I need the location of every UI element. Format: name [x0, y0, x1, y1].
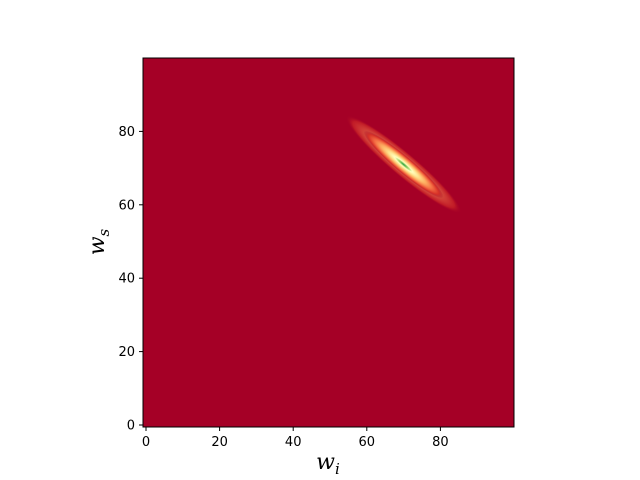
y-tick-label: 0: [127, 419, 135, 434]
y-tick-label: 60: [118, 198, 135, 213]
y-axis-label-base: w: [85, 236, 110, 255]
x-axis-ticks: 0 20 40 60 80: [142, 427, 449, 450]
x-tick-label: 60: [359, 435, 376, 450]
x-axis-label-base: w: [316, 450, 335, 475]
x-axis-label-subscript: i: [335, 460, 340, 478]
x-axis-label: wi: [316, 450, 340, 478]
y-axis-label-subscript: s: [95, 228, 113, 236]
x-tick-label: 80: [432, 435, 449, 450]
y-tick-label: 40: [118, 272, 135, 287]
x-tick-label: 0: [142, 435, 150, 450]
y-tick-label: 80: [118, 125, 135, 140]
x-tick-label: 20: [211, 435, 228, 450]
y-axis-ticks: 0 20 40 60 80: [118, 125, 143, 434]
x-tick-label: 40: [285, 435, 302, 450]
y-axis-label: ws: [85, 228, 113, 255]
heatmap-peak: [363, 130, 444, 199]
y-tick-label: 20: [118, 345, 135, 360]
heatmap-background: [143, 58, 514, 427]
plot-frame: [142, 57, 515, 428]
